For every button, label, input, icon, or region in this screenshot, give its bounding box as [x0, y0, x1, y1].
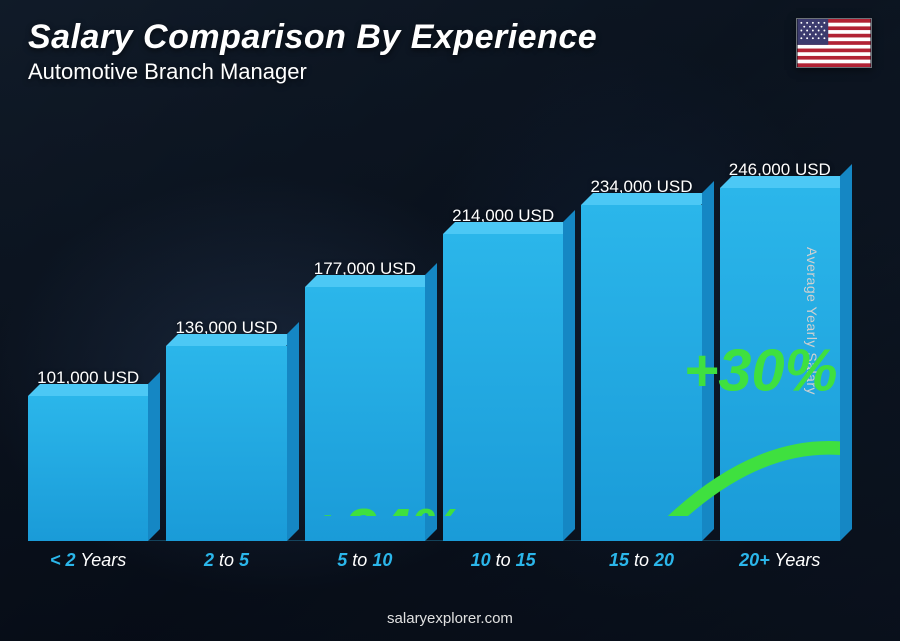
us-flag-icon	[796, 18, 872, 68]
y-axis-label: Average Yearly Salary	[804, 247, 820, 395]
bar	[581, 205, 701, 541]
page-subtitle: Automotive Branch Manager	[28, 59, 597, 85]
footer-attribution: salaryexplorer.com	[0, 610, 900, 627]
bar-slot-3: 214,000 USD	[443, 206, 563, 541]
x-axis-label: 15 to 20	[581, 550, 701, 571]
bar-slot-0: 101,000 USD	[28, 368, 148, 541]
x-axis-label: 20+ Years	[720, 550, 840, 571]
x-axis-labels: < 2 Years 2 to 5 5 to 10 10 to 15 15 to 20 20…	[28, 550, 840, 571]
bar	[28, 396, 148, 541]
bar	[720, 188, 840, 541]
bar-slot-5: 246,000 USD	[720, 160, 840, 541]
bar	[166, 346, 286, 541]
bar-slot-4: 234,000 USD	[581, 177, 701, 541]
page-title: Salary Comparison By Experience	[28, 18, 597, 57]
bars-container: 101,000 USD136,000 USD177,000 USD214,000…	[28, 110, 840, 541]
bar	[305, 287, 425, 541]
bar-slot-1: 136,000 USD	[166, 318, 286, 541]
x-axis-label: 10 to 15	[443, 550, 563, 571]
x-axis-label: 2 to 5	[166, 550, 286, 571]
x-axis-label: < 2 Years	[28, 550, 148, 571]
x-axis-label: 5 to 10	[305, 550, 425, 571]
header: Salary Comparison By Experience Automoti…	[28, 18, 872, 85]
title-block: Salary Comparison By Experience Automoti…	[28, 18, 597, 85]
bar	[443, 234, 563, 541]
chart-area: 101,000 USD136,000 USD177,000 USD214,000…	[28, 110, 840, 571]
bar-slot-2: 177,000 USD	[305, 259, 425, 541]
